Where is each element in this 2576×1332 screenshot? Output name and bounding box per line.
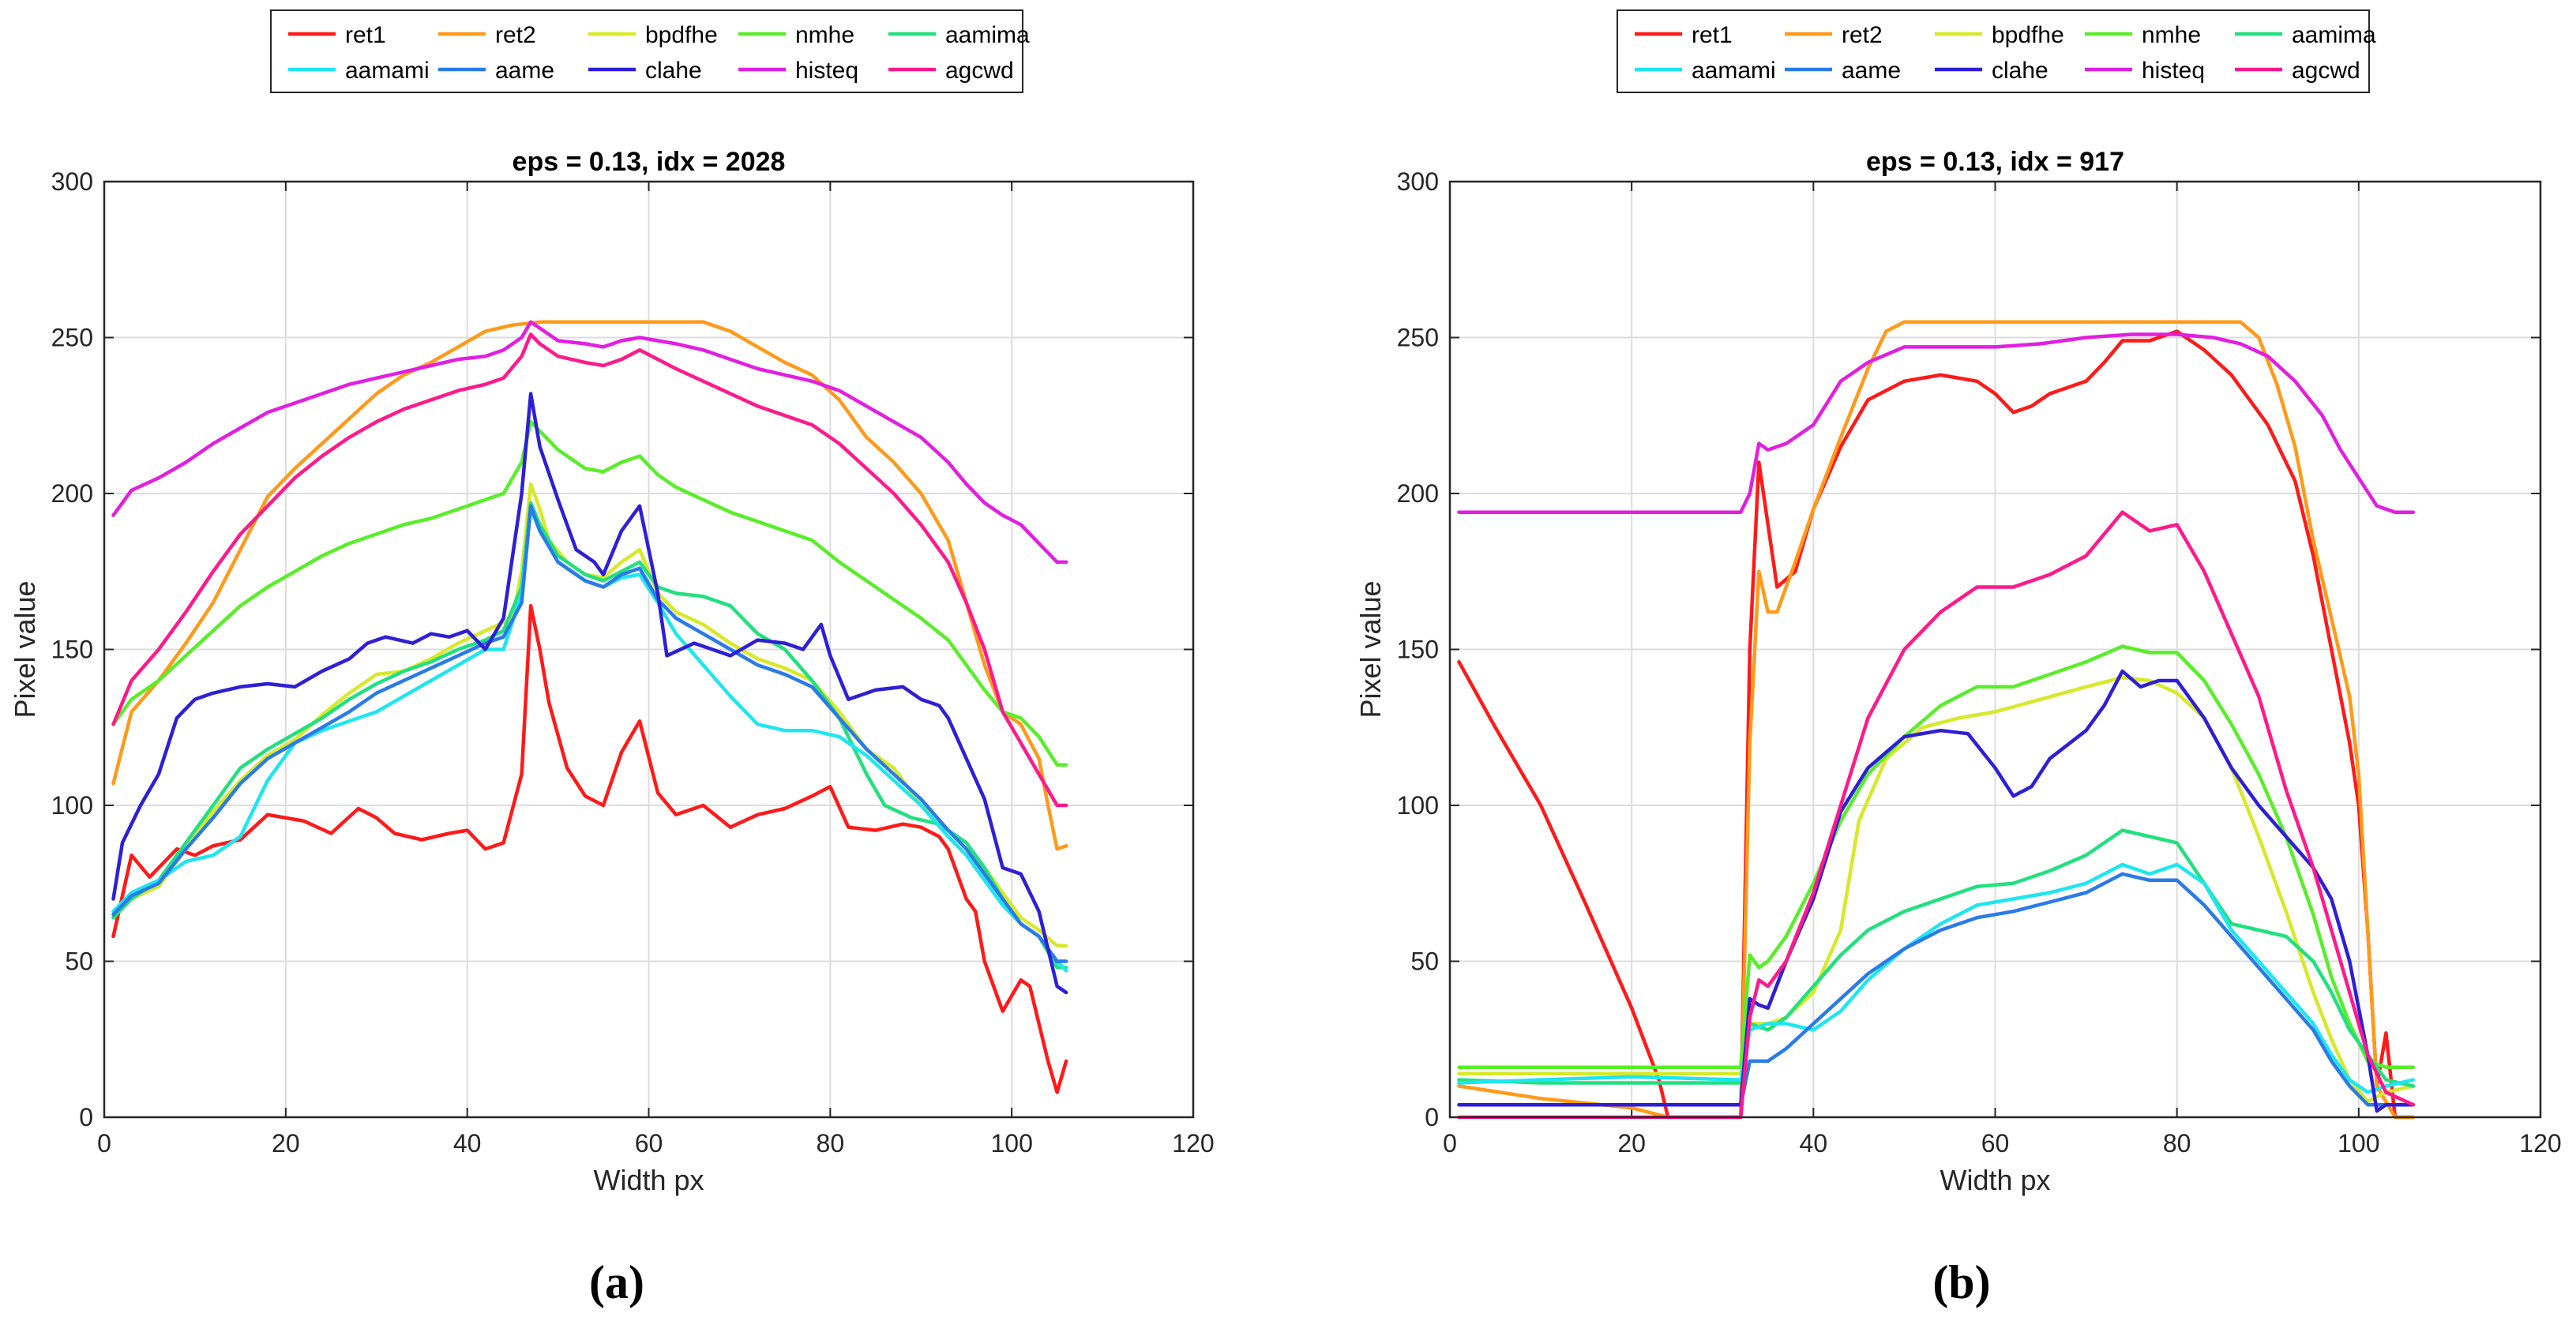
- legend-label-nmhe: nmhe: [795, 22, 854, 48]
- y-tick-label: 0: [1425, 1103, 1439, 1131]
- axes-box: [103, 180, 1195, 1119]
- y-tick-label: 250: [1397, 324, 1439, 352]
- series-line-clahe: [111, 392, 1068, 995]
- y-tick-label: 250: [51, 324, 93, 352]
- y-tick-label: 150: [1397, 636, 1439, 664]
- y-axis-label: Pixel value: [1354, 580, 1387, 718]
- x-tick-label: 40: [453, 1129, 482, 1158]
- y-axis-label: Pixel value: [9, 580, 41, 718]
- series-line-nmhe: [1457, 644, 2416, 1070]
- series-line-aame: [1457, 872, 2416, 1107]
- legend-label-aame: aame: [495, 58, 554, 84]
- y-tick-label: 50: [1410, 947, 1439, 976]
- x-axis-label: Width px: [593, 1164, 704, 1196]
- series-line-histeq: [1457, 332, 2416, 514]
- series-line-aame: [111, 504, 1068, 963]
- series-line-aamami: [1457, 862, 2416, 1094]
- legend-box: [1617, 9, 2370, 93]
- chart-title: eps = 0.13, idx = 2028: [513, 147, 786, 177]
- x-tick-label: 120: [2519, 1129, 2561, 1158]
- legend-label-aamami: aamami: [345, 58, 430, 84]
- legend-label-ret2: ret2: [495, 22, 536, 48]
- legend-label-nmhe: nmhe: [2142, 22, 2201, 48]
- x-tick-label: 100: [2338, 1129, 2379, 1158]
- series-line-agcwd: [111, 332, 1068, 808]
- series-line-clahe: [1457, 669, 2416, 1113]
- series-line-ret2: [1457, 320, 2416, 1120]
- y-tick-label: 300: [1397, 167, 1439, 196]
- legend-label-bpdfhe: bpdfhe: [645, 22, 718, 48]
- series-line-aamima: [1457, 828, 2416, 1088]
- series-line-ret1: [111, 603, 1068, 1094]
- chart-0: 0 20 40 60 80 100 120 0 50 100 150 200 250 300 eps = 0…: [9, 9, 1215, 1196]
- legend-label-ret2: ret2: [1842, 22, 1883, 48]
- legend-label-aame: aame: [1842, 58, 1901, 84]
- chart-1: 0 20 40 60 80 100 120 0 50 100 150 200 250 300 eps = 0…: [1354, 9, 2562, 1196]
- x-tick-label: 60: [635, 1129, 663, 1158]
- legend-label-agcwd: agcwd: [2292, 58, 2360, 84]
- series-line-nmhe: [111, 419, 1068, 767]
- x-axis-label: Width px: [1940, 1164, 2050, 1196]
- x-tick-label: 40: [1800, 1129, 1828, 1158]
- legend: ret1 ret2 bpdfhe nmhe aamima aamami aame clahe h…: [270, 9, 1030, 93]
- series-line-bpdfhe: [1457, 675, 2416, 1104]
- x-tick-label: 20: [1617, 1129, 1646, 1158]
- y-tick-label: 100: [1397, 791, 1439, 820]
- legend-box: [270, 9, 1023, 93]
- legend-label-agcwd: agcwd: [945, 58, 1014, 84]
- x-tick-label: 0: [97, 1129, 111, 1158]
- legend-label-aamami: aamami: [1692, 58, 1776, 84]
- x-tick-label: 80: [2163, 1129, 2191, 1158]
- y-tick-label: 100: [51, 791, 93, 820]
- legend-label-aamima: aamima: [945, 22, 1030, 48]
- y-tick-label: 150: [51, 636, 93, 664]
- x-tick-label: 0: [1443, 1129, 1457, 1158]
- legend-label-aamima: aamima: [2292, 22, 2376, 48]
- caption-a: (a): [589, 1256, 644, 1308]
- legend-label-clahe: clahe: [645, 58, 702, 84]
- series-line-agcwd: [1457, 510, 2416, 1120]
- x-tick-label: 120: [1172, 1129, 1214, 1158]
- axes-box: [1448, 180, 2542, 1119]
- legend-label-clahe: clahe: [1992, 58, 2048, 84]
- legend-label-ret1: ret1: [1692, 22, 1733, 48]
- legend: ret1 ret2 bpdfhe nmhe aamima aamami aame clahe h…: [1617, 9, 2376, 93]
- y-tick-label: 300: [51, 167, 93, 196]
- chart-title: eps = 0.13, idx = 917: [1866, 147, 2124, 177]
- legend-label-histeq: histeq: [795, 58, 858, 84]
- legend-label-histeq: histeq: [2142, 58, 2205, 84]
- legend-label-bpdfhe: bpdfhe: [1992, 22, 2064, 48]
- legend-label-ret1: ret1: [345, 22, 386, 48]
- x-tick-label: 80: [817, 1129, 845, 1158]
- x-tick-label: 60: [1981, 1129, 2010, 1158]
- y-tick-label: 0: [79, 1103, 93, 1131]
- x-tick-label: 100: [990, 1129, 1032, 1158]
- y-tick-label: 50: [65, 947, 93, 976]
- series-line-ret2: [111, 320, 1068, 851]
- y-tick-label: 200: [1397, 479, 1439, 508]
- y-tick-label: 200: [51, 479, 93, 508]
- x-tick-label: 20: [272, 1129, 300, 1158]
- series-line-histeq: [111, 320, 1068, 565]
- caption-b: (b): [1932, 1256, 1991, 1308]
